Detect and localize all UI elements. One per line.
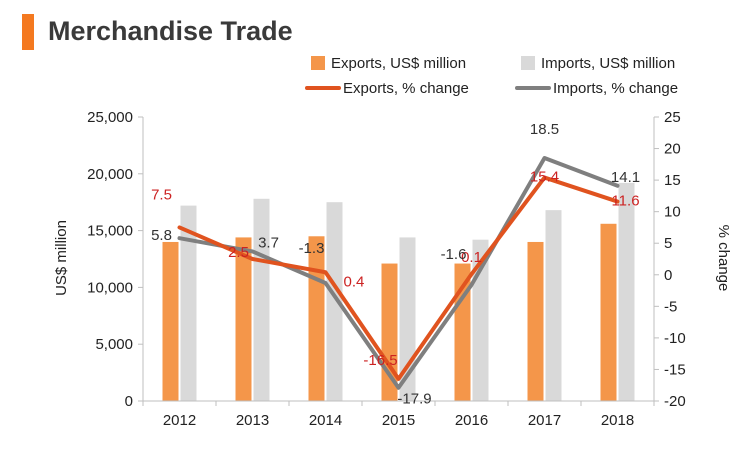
exports-bar xyxy=(600,223,617,401)
imports-change-label: 3.7 xyxy=(258,234,279,251)
imports-bar xyxy=(180,205,197,401)
y-axis-title: US$ million xyxy=(53,220,70,296)
axes-layer: 0 5,000 10,000 15,000 20,000 25,000 -20 -15 -10 -… xyxy=(87,109,686,429)
imports-bar xyxy=(545,210,562,401)
y-tick-label: 5,000 xyxy=(95,336,133,353)
x-tick-label: 2015 xyxy=(382,412,415,429)
exports-bar xyxy=(527,241,544,401)
imports-change-label: 14.1 xyxy=(611,169,640,186)
legend-imports-bar-swatch xyxy=(521,56,535,70)
y2-tick-label: 25 xyxy=(664,109,681,126)
data-labels-layer: 7.5 2.5 0.4 -16.5 0.1 15.4 11.6 5.8 3.7 -1.3 -17.9… xyxy=(151,121,640,408)
exports-bar xyxy=(235,237,252,401)
y2-tick-label: -10 xyxy=(664,330,686,347)
imports-change-line xyxy=(177,156,620,390)
x-tick-label: 2013 xyxy=(236,412,269,429)
imports-change-label: -1.6 xyxy=(441,246,467,263)
y-tick-label: 15,000 xyxy=(87,223,133,240)
y2-tick-label: 5 xyxy=(664,235,672,252)
x-tick-label: 2012 xyxy=(163,412,196,429)
exports-change-label: 11.6 xyxy=(611,193,639,210)
exports-change-line xyxy=(177,175,620,381)
lines-layer xyxy=(177,156,620,390)
legend-exports-bar-swatch xyxy=(311,56,325,70)
legend-exports-line-label: Exports, % change xyxy=(343,80,469,97)
y-tick-label: 0 xyxy=(125,393,133,410)
exports-change-label: 15.4 xyxy=(530,169,559,186)
y2-tick-label: 0 xyxy=(664,267,672,284)
x-tick-label: 2017 xyxy=(528,412,561,429)
exports-change-label: 0.4 xyxy=(344,273,365,290)
exports-change-label: 2.5 xyxy=(228,244,249,261)
exports-bar xyxy=(308,236,325,401)
x-tick-label: 2018 xyxy=(601,412,634,429)
y2-tick-label: -5 xyxy=(664,298,677,315)
legend-exports-bar-label: Exports, US$ million xyxy=(331,55,466,72)
y-tick-label: 20,000 xyxy=(87,166,133,183)
legend-imports-bar-label: Imports, US$ million xyxy=(541,55,675,72)
y2-tick-label: -15 xyxy=(664,361,686,378)
legend: Exports, US$ million Imports, US$ million… xyxy=(305,55,678,97)
y2-tick-label: 15 xyxy=(664,172,681,189)
exports-change-label: 7.5 xyxy=(151,186,172,203)
y-tick-label: 10,000 xyxy=(87,279,133,296)
imports-change-label: -1.3 xyxy=(299,240,325,257)
chart-title: Merchandise Trade xyxy=(48,16,293,46)
exports-bar xyxy=(454,263,471,401)
imports-bar xyxy=(326,202,343,401)
x-tick-label: 2014 xyxy=(309,412,342,429)
y2-tick-label: -20 xyxy=(664,393,686,410)
y2-axis-title: % change xyxy=(715,225,732,292)
y2-tick-label: 10 xyxy=(664,204,681,221)
y2-tick-label: 20 xyxy=(664,141,681,158)
bars-layer xyxy=(162,182,635,401)
legend-imports-line-label: Imports, % change xyxy=(553,80,678,97)
exports-change-label: -16.5 xyxy=(363,352,397,369)
imports-change-label: 18.5 xyxy=(530,121,559,138)
x-tick-label: 2016 xyxy=(455,412,488,429)
y-tick-label: 25,000 xyxy=(87,109,133,126)
exports-bar xyxy=(162,241,179,401)
imports-change-label: 5.8 xyxy=(151,227,172,244)
imports-change-label: -17.9 xyxy=(397,391,431,408)
imports-bar xyxy=(253,198,270,401)
imports-bar xyxy=(618,182,635,401)
exports-change-label: 0.1 xyxy=(461,249,482,266)
title-accent-bar xyxy=(22,14,34,50)
